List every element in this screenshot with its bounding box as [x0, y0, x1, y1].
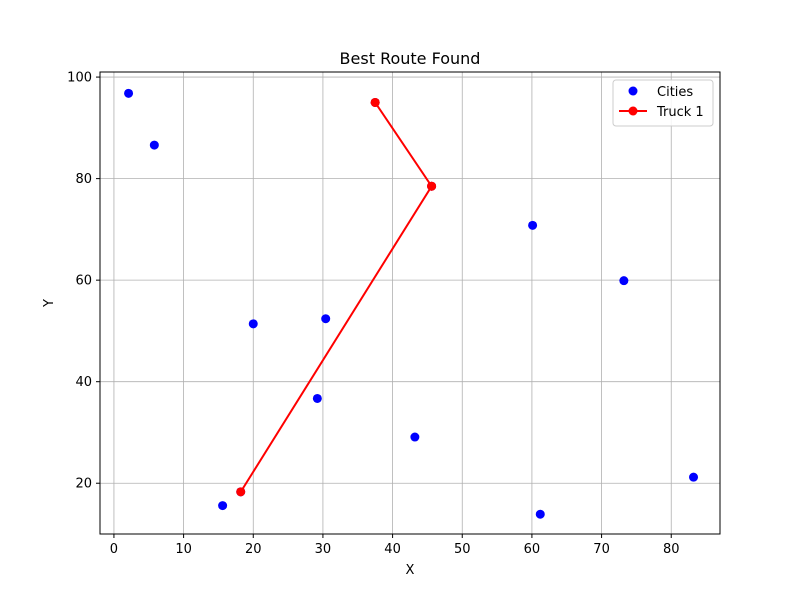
- x-axis-label: X: [406, 563, 415, 578]
- x-tick-label: 50: [454, 542, 471, 557]
- x-tick-label: 20: [245, 542, 262, 557]
- city-point: [149, 140, 159, 150]
- city-point: [312, 393, 322, 403]
- plot-frame: [99, 71, 721, 535]
- city-point: [321, 314, 331, 324]
- x-tick-label: 30: [315, 542, 332, 557]
- x-tick-label: 80: [663, 542, 680, 557]
- chart-title: Best Route Found: [340, 49, 481, 68]
- city-point: [528, 220, 538, 230]
- y-tick-label: 20: [75, 477, 92, 492]
- y-tick-label: 80: [75, 172, 92, 187]
- x-tick-label: 40: [384, 542, 401, 557]
- y-tick-label: 60: [75, 274, 92, 289]
- y-tick-label: 100: [67, 71, 92, 86]
- plot-data: [124, 88, 699, 519]
- city-point: [124, 88, 134, 98]
- city-point: [689, 472, 699, 482]
- route-stop-point: [427, 181, 437, 191]
- x-tick-label: 70: [593, 542, 610, 557]
- city-point: [535, 509, 545, 519]
- route-stop-point: [370, 97, 380, 107]
- city-point: [410, 432, 420, 442]
- legend: Cities Truck 1: [612, 79, 714, 127]
- y-axis-label: Y: [42, 299, 57, 308]
- route-stop-point: [236, 487, 246, 497]
- legend-cities-marker: [628, 86, 638, 96]
- legend-truck-label: Truck 1: [656, 105, 704, 120]
- legend-box: [612, 79, 714, 127]
- x-tick-label: 0: [110, 542, 118, 557]
- city-point: [218, 501, 228, 511]
- axis-ticks: 0 10 20 30 40 50 60 70 80 20 40 60 80 100: [67, 71, 679, 557]
- legend-truck-marker: [628, 106, 638, 116]
- x-tick-label: 10: [175, 542, 192, 557]
- y-tick-label: 40: [75, 375, 92, 390]
- city-point: [248, 319, 258, 329]
- city-point: [619, 276, 629, 286]
- x-tick-label: 60: [524, 542, 541, 557]
- grid: [100, 72, 720, 534]
- legend-cities-label: Cities: [657, 85, 693, 100]
